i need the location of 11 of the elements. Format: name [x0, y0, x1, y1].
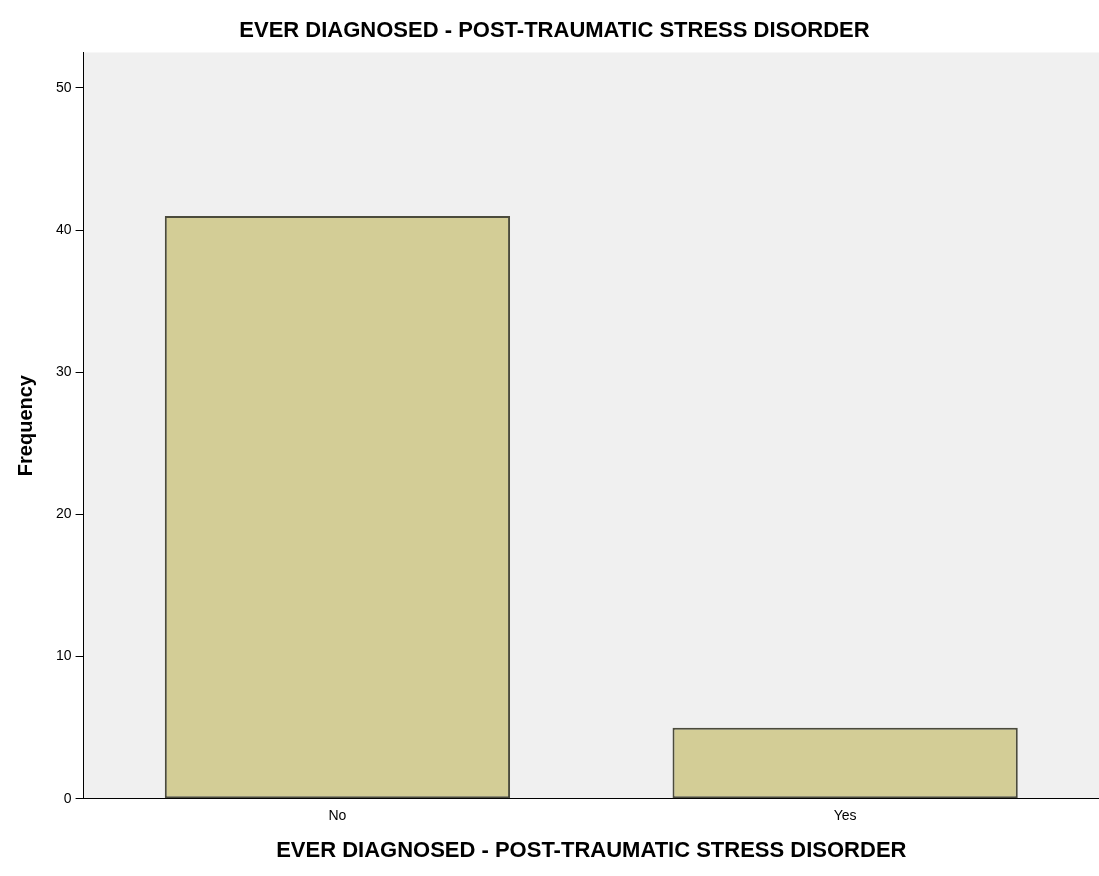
y-axis-title: Frequency: [13, 374, 36, 477]
y-tick-label: 30: [55, 363, 72, 380]
x-axis-title: EVER DIAGNOSED - POST-TRAUMATIC STRESS DISORDER: [276, 836, 907, 862]
x-tick-label: Yes: [833, 807, 857, 824]
chart-title: EVER DIAGNOSED - POST-TRAUMATIC STRESS DISORDER: [239, 17, 870, 43]
y-tick-label: 50: [55, 78, 72, 95]
y-tick-label: 20: [55, 505, 72, 522]
y-tick-label: 40: [55, 220, 72, 237]
y-tick-label: 10: [55, 647, 72, 664]
x-tick-label: No: [328, 807, 347, 824]
y-tick-label: 0: [63, 789, 72, 806]
